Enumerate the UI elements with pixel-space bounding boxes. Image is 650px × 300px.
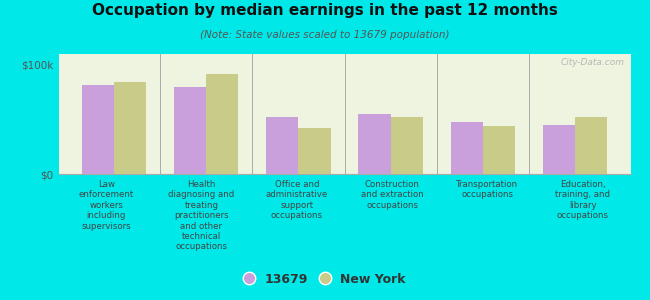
Bar: [298, 128, 331, 174]
Text: Construction
and extraction
occupations: Construction and extraction occupations: [361, 180, 424, 210]
Bar: [391, 117, 423, 174]
Bar: [358, 114, 391, 174]
Bar: [174, 87, 206, 174]
Bar: [206, 74, 239, 174]
Text: City-Data.com: City-Data.com: [561, 58, 625, 67]
Text: Law
enforcement
workers
including
supervisors: Law enforcement workers including superv…: [79, 180, 134, 231]
Bar: [483, 126, 515, 174]
Text: Health
diagnosing and
treating
practitioners
and other
technical
occupations: Health diagnosing and treating practitio…: [168, 180, 235, 251]
Bar: [266, 117, 298, 174]
Text: (Note: State values scaled to 13679 population): (Note: State values scaled to 13679 popu…: [200, 30, 450, 40]
Bar: [81, 85, 114, 174]
Text: Transportation
occupations: Transportation occupations: [456, 180, 519, 200]
Bar: [543, 125, 575, 174]
Text: Occupation by median earnings in the past 12 months: Occupation by median earnings in the pas…: [92, 3, 558, 18]
Bar: [575, 117, 608, 174]
Text: Education,
training, and
library
occupations: Education, training, and library occupat…: [555, 180, 610, 220]
Bar: [450, 122, 483, 174]
Legend: 13679, New York: 13679, New York: [239, 268, 411, 291]
Bar: [114, 82, 146, 174]
Text: Office and
administrative
support
occupations: Office and administrative support occupa…: [266, 180, 328, 220]
